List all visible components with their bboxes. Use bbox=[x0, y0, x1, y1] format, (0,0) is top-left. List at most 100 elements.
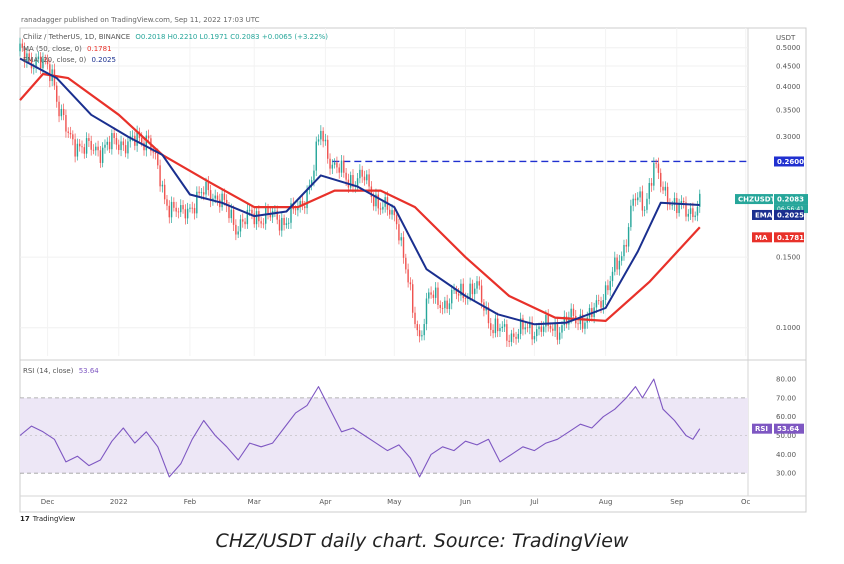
candle-body bbox=[19, 43, 21, 52]
published-line: ranadagger published on TradingView.com,… bbox=[21, 16, 260, 24]
candle-body bbox=[122, 141, 125, 146]
candle-body bbox=[49, 64, 51, 82]
candle-body bbox=[669, 204, 671, 206]
candle-body bbox=[600, 301, 602, 308]
time-tick-label: Oc bbox=[741, 498, 751, 506]
candle-body bbox=[588, 308, 591, 318]
candle-body bbox=[375, 194, 377, 207]
candle-body bbox=[565, 316, 568, 325]
candle-body bbox=[74, 139, 76, 157]
candle-body bbox=[285, 223, 288, 226]
countdown-text: 06:56:41 bbox=[777, 206, 804, 213]
candle-body bbox=[320, 130, 322, 140]
candle-body bbox=[400, 237, 402, 241]
candle-body bbox=[184, 209, 187, 219]
ema-legend-label: EMA (20, close, 0) bbox=[23, 56, 87, 64]
candle-body bbox=[623, 244, 625, 257]
candle-body bbox=[409, 282, 412, 285]
candle-body bbox=[687, 213, 690, 217]
time-tick-label: Sep bbox=[670, 498, 684, 506]
candle-body bbox=[299, 201, 301, 208]
candle-body bbox=[634, 198, 637, 201]
candle-body bbox=[609, 281, 611, 291]
candle-body bbox=[542, 326, 545, 332]
candle-body bbox=[246, 209, 249, 225]
rsi-tick-label: 40.00 bbox=[776, 451, 796, 459]
candle-body bbox=[313, 170, 315, 181]
candle-body bbox=[182, 205, 184, 210]
candle-body bbox=[414, 312, 416, 325]
symbol-label: Chiliz / TetherUS, 1D, BINANCE bbox=[23, 33, 131, 41]
candle-body bbox=[230, 209, 232, 219]
candle-body bbox=[205, 181, 207, 195]
candle-body bbox=[274, 210, 276, 212]
currency-label: USDT bbox=[776, 34, 796, 42]
candle-body bbox=[143, 142, 145, 151]
candle-body bbox=[131, 135, 134, 137]
candle-body bbox=[290, 203, 292, 223]
candle-body bbox=[95, 146, 97, 151]
tradingview-logo-text: TradingView bbox=[32, 515, 76, 523]
candle-body bbox=[366, 174, 368, 181]
candle-body bbox=[437, 287, 439, 305]
price-axis-ticks: 0.5000 0.4500 0.4000 0.3500 0.3000 0.1500 0.10… bbox=[776, 44, 801, 332]
candle-body bbox=[423, 324, 425, 336]
candle-body bbox=[680, 200, 683, 204]
candle-body bbox=[97, 146, 99, 151]
candle-body bbox=[333, 162, 336, 165]
candle-body bbox=[391, 210, 393, 215]
candle-body bbox=[405, 257, 407, 270]
candle-body bbox=[490, 323, 492, 330]
candle-body bbox=[173, 201, 175, 208]
candle-body bbox=[310, 180, 313, 186]
candle-body bbox=[519, 318, 522, 334]
rsi-tag-bg bbox=[752, 423, 772, 434]
ma-value-badge-text: 0.1781 bbox=[777, 234, 804, 242]
candle-body bbox=[101, 147, 104, 163]
candle-body bbox=[44, 58, 46, 61]
candle-body bbox=[336, 162, 338, 168]
candle-body bbox=[577, 323, 579, 325]
candle-body bbox=[474, 288, 476, 295]
candle-body bbox=[538, 326, 540, 330]
candle-body bbox=[331, 164, 334, 169]
candle-body bbox=[418, 330, 421, 337]
candle-body bbox=[90, 140, 92, 150]
candle-body bbox=[235, 224, 237, 235]
candle-body bbox=[398, 224, 400, 241]
candle-body bbox=[547, 315, 549, 326]
candle-body bbox=[451, 289, 453, 304]
candle-body bbox=[141, 137, 143, 143]
candle-body bbox=[56, 85, 58, 102]
candle-body bbox=[322, 130, 324, 142]
candle-body bbox=[161, 184, 164, 187]
candle-body bbox=[618, 260, 621, 270]
candle-body bbox=[529, 321, 531, 329]
candle-body bbox=[503, 324, 506, 327]
symbol-line: Chiliz / TetherUS, 1D, BINANCE O0.2018 H… bbox=[23, 33, 328, 41]
candle-body bbox=[92, 149, 95, 151]
candle-body bbox=[242, 219, 244, 222]
candle-body bbox=[88, 138, 90, 141]
candle-body bbox=[558, 332, 561, 340]
rsi-value-badge-bg bbox=[774, 423, 804, 434]
ema-legend-value: 0.2025 bbox=[91, 56, 116, 64]
candle-body bbox=[216, 195, 219, 200]
resistance-badge-text: 0.2600 bbox=[777, 158, 804, 166]
candle-body bbox=[39, 56, 42, 69]
candle-body bbox=[345, 172, 347, 180]
candle-body bbox=[643, 209, 646, 211]
candle-body bbox=[340, 160, 343, 173]
candle-body bbox=[533, 336, 536, 340]
rsi-grid bbox=[20, 397, 748, 474]
candle-body bbox=[306, 189, 308, 209]
tradingview-logo[interactable]: 17 TradingView bbox=[20, 515, 75, 523]
rsi-value-badge: 53.64 bbox=[774, 423, 804, 434]
candle-body bbox=[637, 197, 639, 201]
candle-body bbox=[689, 208, 692, 214]
candle-body bbox=[113, 133, 115, 139]
candle-body bbox=[694, 215, 696, 217]
ma-legend-value: 0.1781 bbox=[87, 45, 112, 53]
candle-body bbox=[517, 333, 520, 339]
